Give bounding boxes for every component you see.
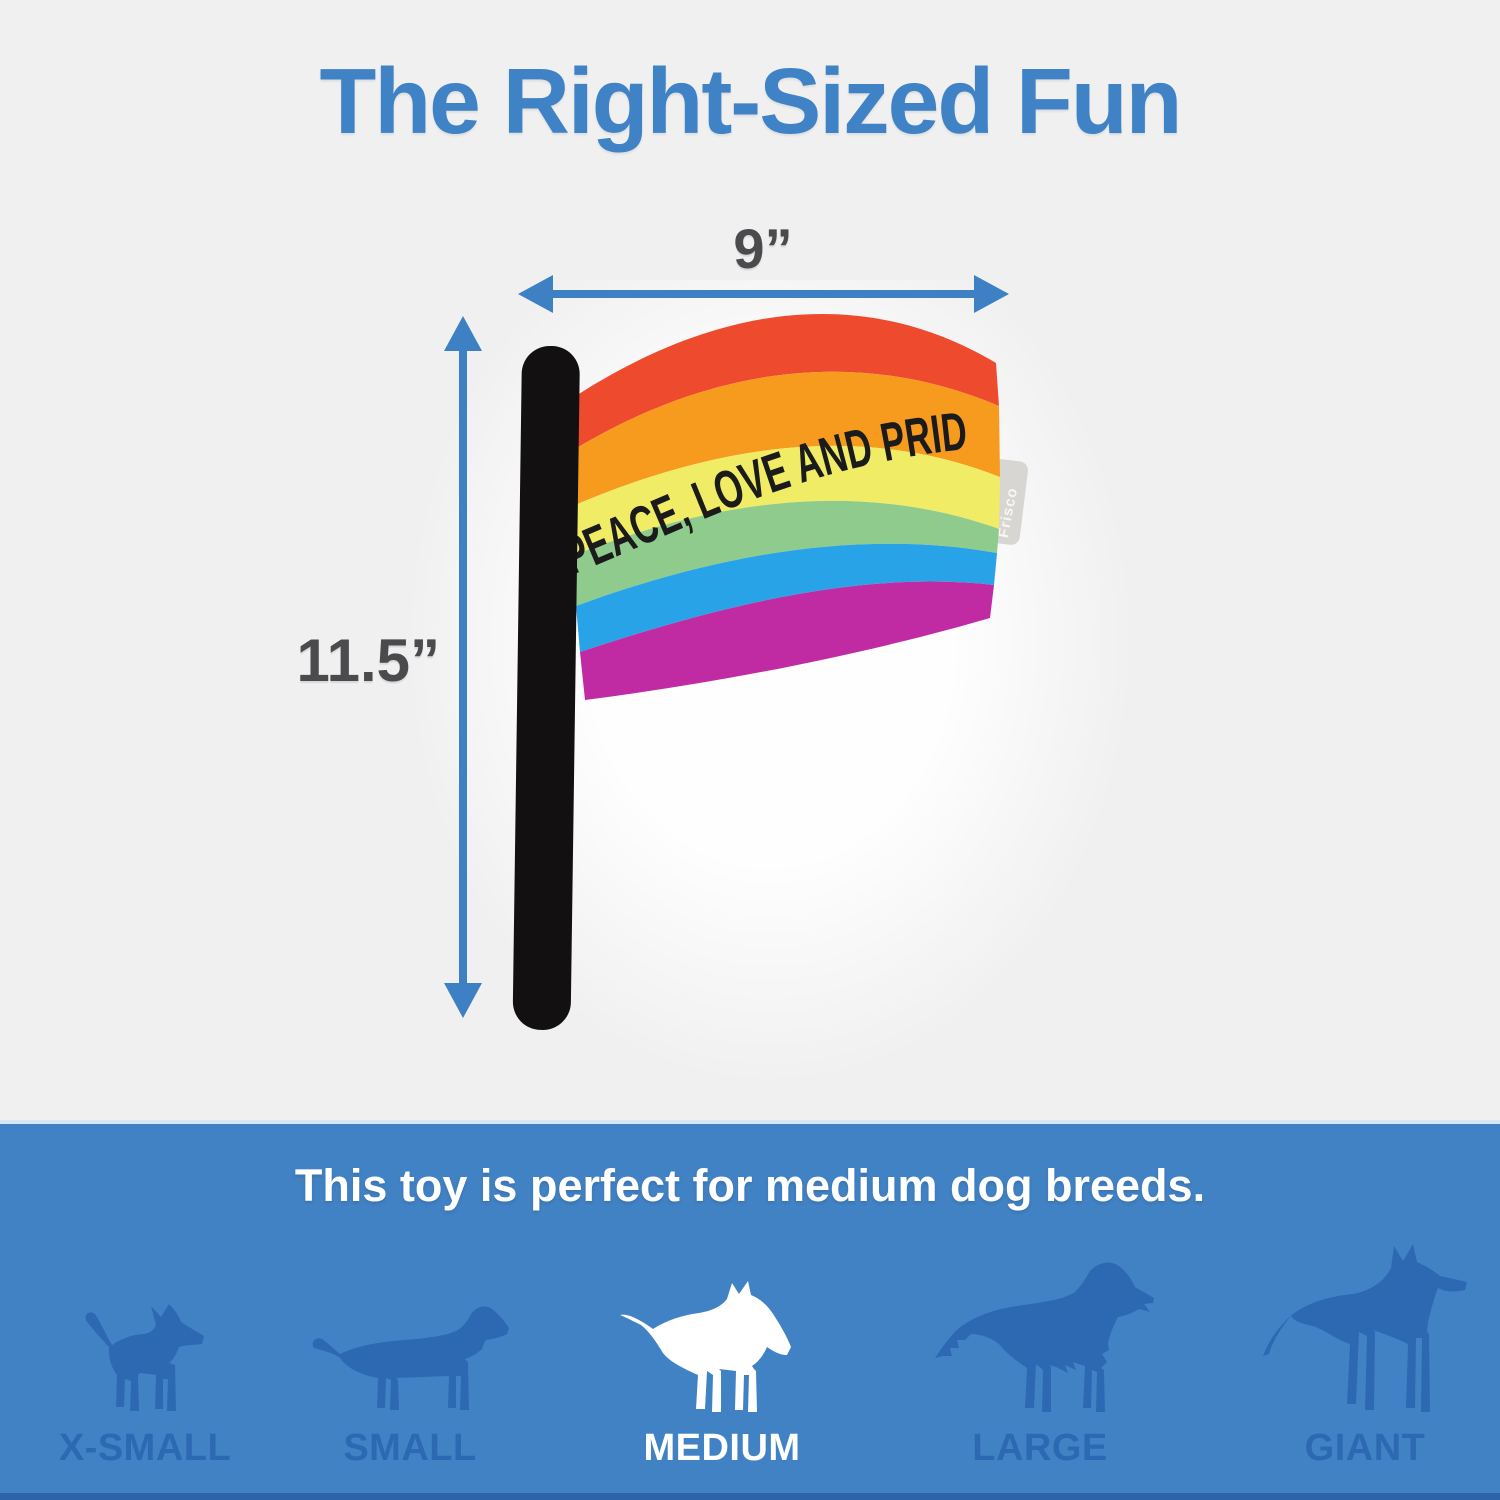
horizontal-double-arrow-icon (518, 275, 1009, 313)
flag-stripe-orange (565, 371, 1000, 508)
size-label-small: SMALL (343, 1427, 477, 1469)
width-dimension-label: 9” (733, 217, 793, 280)
size-label-medium: MEDIUM (643, 1427, 801, 1469)
chihuahua-icon (85, 1304, 204, 1411)
flag-stripe-red (562, 313, 999, 455)
flag-pole (512, 345, 580, 1030)
size-label-x-small: X-SMALL (58, 1427, 232, 1469)
golden-retriever-icon (935, 1262, 1154, 1412)
size-label-large: LARGE (972, 1427, 1108, 1469)
flag-stripe-yellow (568, 445, 1000, 556)
great-dane-icon (1263, 1244, 1467, 1412)
page-title: The Right-Sized Fun (319, 49, 1183, 153)
size-label-giant: GIANT (1304, 1427, 1426, 1469)
height-dimension-label: 11.5” (296, 627, 440, 694)
dachshund-icon (312, 1306, 509, 1410)
size-guide-message: This toy is perfect for medium dog breed… (294, 1160, 1206, 1211)
flag-stripe-green (572, 500, 999, 606)
flag-stripe-blue (576, 543, 997, 652)
vertical-double-arrow-icon (444, 316, 482, 1018)
flag-stripe-magenta (580, 581, 994, 700)
pride-flag (562, 313, 1000, 700)
bull-terrier-icon (620, 1281, 791, 1412)
size-guide-panel: This toy is perfect for medium dog breed… (0, 1120, 1500, 1500)
